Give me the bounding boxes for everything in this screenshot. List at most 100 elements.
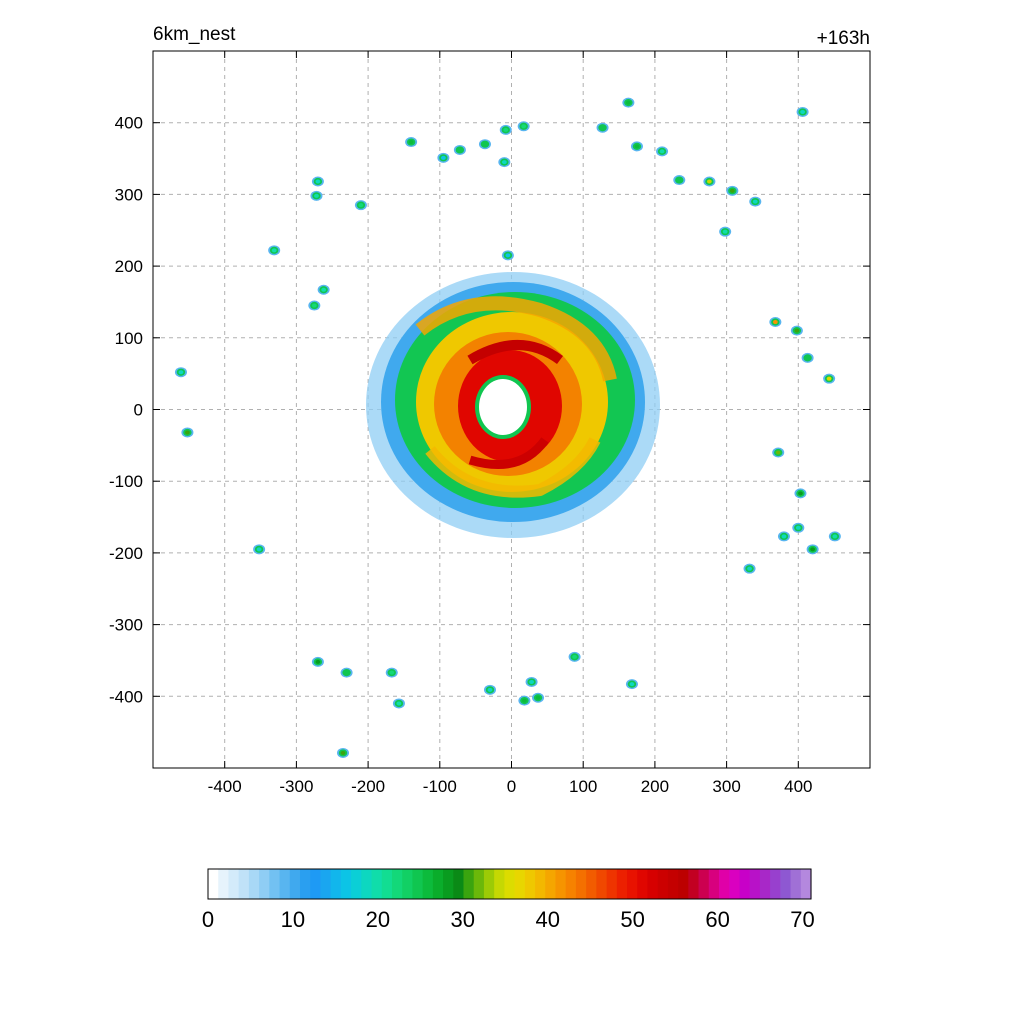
cell-core (826, 376, 832, 381)
cell-core (832, 534, 838, 539)
cell-core (315, 659, 321, 664)
cell-core (706, 179, 712, 184)
colorbar-swatch (422, 869, 434, 899)
colorbar-swatch (228, 869, 240, 899)
cell-core (256, 547, 262, 552)
convective-cell (499, 124, 512, 135)
convective-cell (806, 544, 819, 555)
colorbar-swatch (299, 869, 311, 899)
convective-cell (630, 141, 643, 152)
storm-core (366, 272, 660, 538)
colorbar-swatch (340, 869, 352, 899)
spiral-band-north (415, 296, 617, 382)
inner-band (467, 340, 563, 365)
colorbar-swatch (545, 869, 557, 899)
convective-cell (498, 157, 511, 168)
convective-cell (174, 367, 187, 378)
colorbar-tick-label: 20 (366, 907, 390, 932)
colorbar-tick-label: 0 (202, 907, 214, 932)
convective-cell (385, 667, 398, 678)
y-tick-label: 100 (115, 329, 143, 348)
colorbar-swatch (361, 869, 373, 899)
convective-cell (268, 245, 281, 256)
cell-core (805, 355, 811, 360)
y-tick-label: 400 (115, 114, 143, 133)
colorbar-swatch (770, 869, 781, 899)
convective-cell (743, 563, 756, 574)
colorbar-swatch (391, 869, 403, 899)
colorbar-swatch (678, 869, 689, 899)
colorbar-swatch (238, 869, 250, 899)
cell-core (358, 203, 364, 208)
convective-cell (596, 122, 609, 133)
colorbar-swatch (514, 869, 526, 899)
colorbar-swatch (575, 869, 587, 899)
cell-core (747, 566, 752, 571)
cell-core (795, 525, 801, 530)
cell-core (535, 695, 541, 700)
cell-core (521, 124, 527, 129)
colorbar-swatch (708, 869, 720, 899)
convective-cell (625, 679, 638, 690)
colorbar-swatch (208, 869, 219, 899)
convective-cell (828, 531, 841, 542)
y-tick-label: 200 (115, 257, 143, 276)
colorbar-swatch (320, 869, 332, 899)
colorbar-tick-label: 30 (451, 907, 475, 932)
cell-core (798, 491, 803, 496)
convective-cell (311, 176, 324, 187)
convective-cell (483, 684, 496, 695)
convective-cell (792, 522, 805, 533)
convective-cell (726, 185, 739, 196)
colorbar-swatch (627, 869, 638, 899)
convective-cell (568, 651, 581, 662)
colorbar-swatch (432, 869, 444, 899)
colorbar-swatch (381, 869, 393, 899)
inner-band-2 (468, 437, 549, 469)
y-tick-label: -300 (109, 616, 143, 635)
cell-core (810, 547, 816, 552)
colorbar-swatch (657, 869, 669, 899)
cell-core (722, 229, 728, 234)
cell-core (729, 188, 735, 193)
cell-core (344, 670, 349, 675)
cell-core (315, 179, 321, 184)
convective-cell (354, 200, 367, 211)
cell-core (389, 670, 395, 675)
cell-core (396, 701, 402, 706)
cell-core (752, 199, 758, 204)
convective-cell (656, 146, 669, 157)
cell-core (505, 253, 511, 258)
colorbar-swatch (647, 869, 659, 899)
colorbar-swatch (749, 869, 761, 899)
convective-cell (517, 121, 530, 132)
x-tick-label: -100 (423, 777, 457, 796)
convective-cell (772, 447, 785, 458)
colorbar-swatch (248, 869, 260, 899)
cell-core (321, 287, 327, 292)
colorbar-swatch (535, 869, 546, 899)
colorbar-tick-label: 40 (535, 907, 559, 932)
cell-core (178, 370, 184, 375)
x-tick-label: -300 (279, 777, 313, 796)
colorbar-tick-label: 10 (281, 907, 305, 932)
x-axis: -400 -300 -200 -100 0 100 200 300 400 (208, 51, 812, 796)
colorbar-swatch (565, 869, 577, 899)
convective-cell (622, 97, 635, 108)
convective-cell (823, 373, 836, 384)
colorbar-swatch (330, 869, 342, 899)
colorbar-swatch (780, 869, 792, 899)
colorbar-swatch (259, 869, 270, 899)
colorbar-swatch (483, 869, 495, 899)
colorbar-swatch (637, 869, 649, 899)
colorbar-tick-label: 60 (705, 907, 729, 932)
x-tick-label: 100 (569, 777, 597, 796)
colorbar-swatch (555, 869, 567, 899)
convective-cell (749, 196, 762, 207)
convective-cell (310, 190, 323, 201)
colorbar-swatch (218, 869, 230, 899)
convective-cell (253, 544, 266, 555)
cell-core (185, 430, 190, 435)
convective-cell (777, 531, 790, 542)
cell-core (625, 100, 631, 105)
